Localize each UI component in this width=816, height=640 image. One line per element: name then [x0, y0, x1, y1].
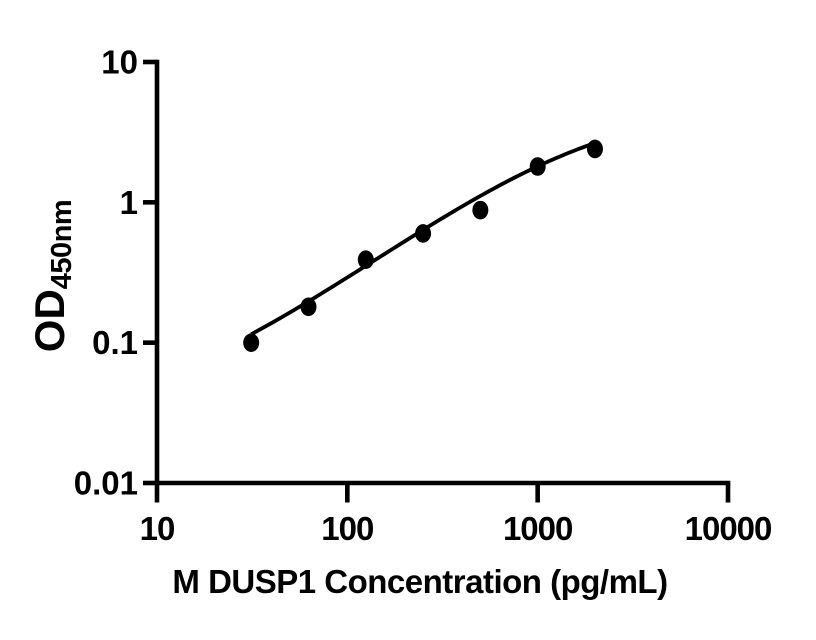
y-axis-title: OD450nm — [26, 199, 78, 353]
axis-lines — [154, 59, 731, 486]
y-tick-label: 10 — [101, 44, 138, 81]
x-tick-label: 10 — [140, 510, 175, 547]
data-point — [586, 139, 603, 159]
x-tick-label: 100 — [321, 510, 373, 547]
data-point — [415, 224, 432, 243]
data-point — [300, 297, 317, 317]
y-tick-label: 0.1 — [92, 324, 138, 361]
data-point — [357, 250, 374, 270]
y-tick-label: 1 — [120, 184, 138, 221]
data-point — [529, 157, 546, 176]
x-tick-label: 10000 — [685, 510, 772, 547]
x-tick-label: 1000 — [503, 510, 572, 547]
data-point — [472, 200, 489, 220]
y-axis-title-text: OD — [26, 289, 73, 353]
x-axis-title: M DUSP1 Concentration (pg/mL) — [172, 563, 668, 600]
data-point — [243, 333, 260, 352]
y-tick-label: 0.01 — [74, 465, 138, 502]
y-axis-title-subscript: 450nm — [46, 199, 78, 290]
